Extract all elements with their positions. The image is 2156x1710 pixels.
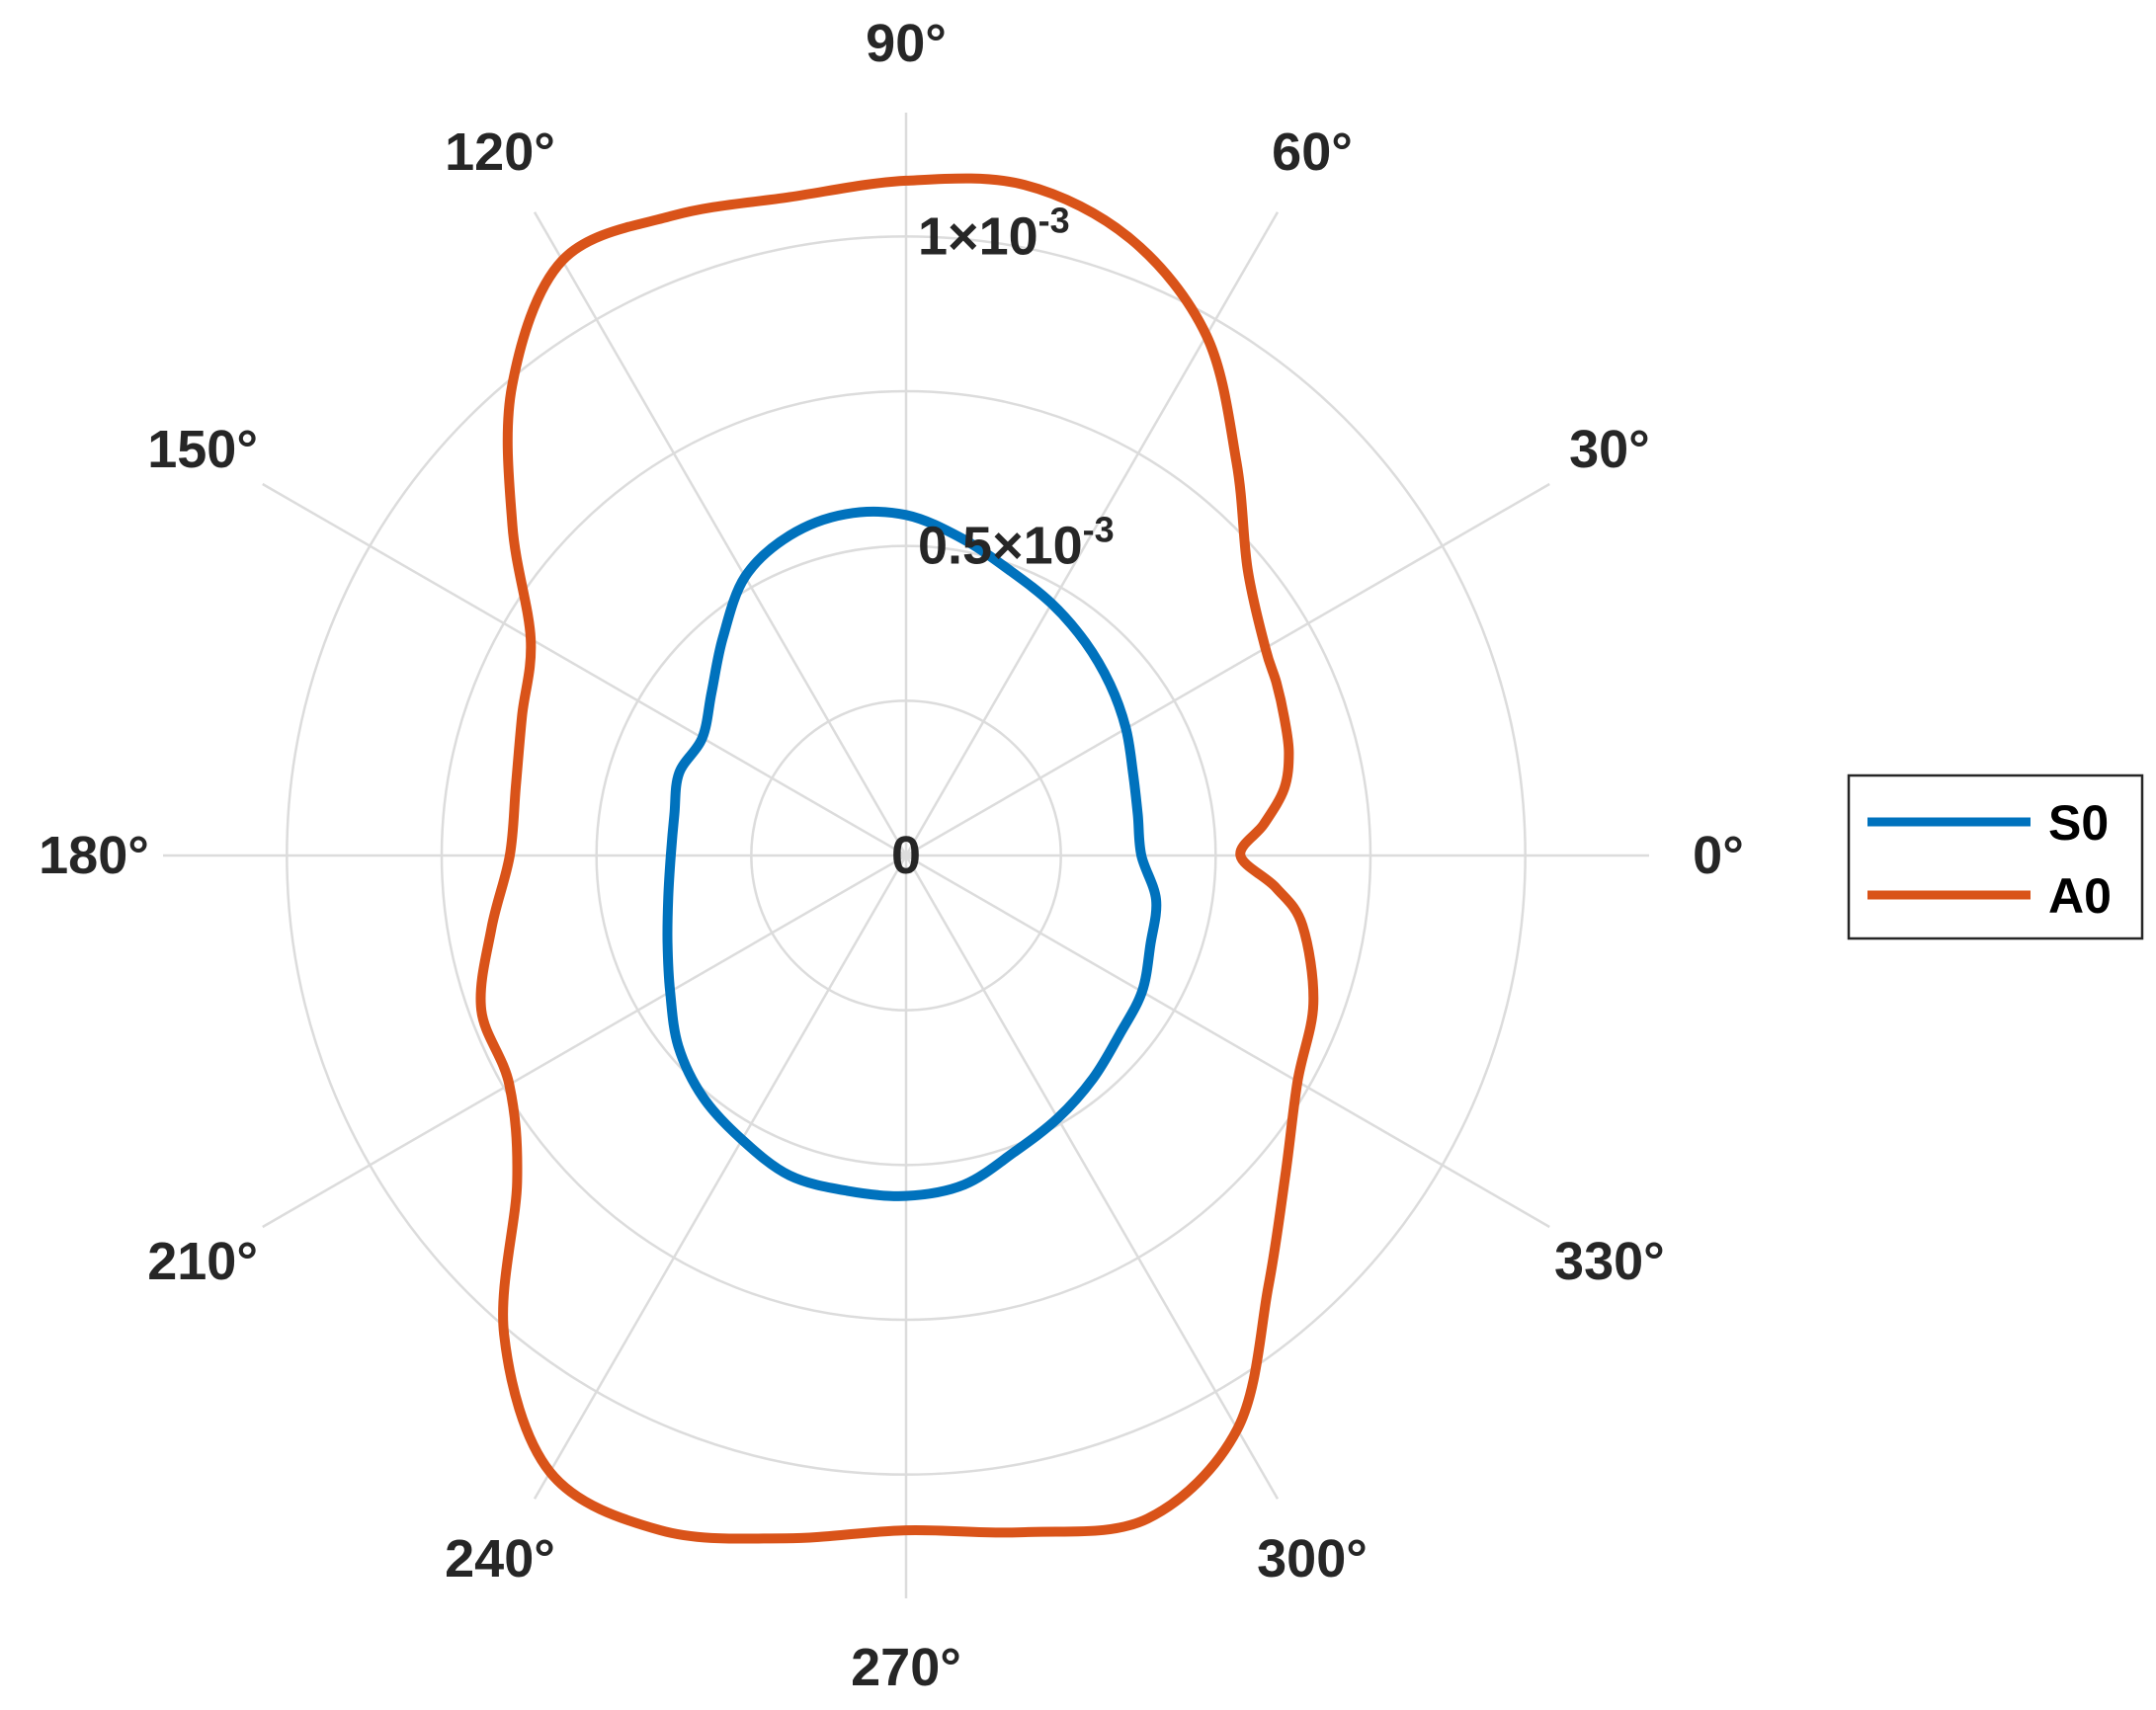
grid-spoke-60 xyxy=(904,211,1280,856)
legend-box xyxy=(1847,774,2144,940)
theta-tick-label-0: 0° xyxy=(1693,826,1744,885)
grid-spoke-300 xyxy=(904,855,1280,1500)
grid-spoke-120 xyxy=(533,211,908,856)
theta-tick-label-210: 210° xyxy=(147,1232,258,1291)
polar-grid xyxy=(163,113,1649,1598)
r-tick-exponent: -3 xyxy=(1083,510,1115,550)
grid-spoke-150 xyxy=(262,482,907,857)
legend-label-a0: A0 xyxy=(2048,868,2112,924)
r-tick-label-2: 1×10-3 xyxy=(918,200,1070,266)
legend-label-s0: S0 xyxy=(2048,795,2109,851)
theta-tick-label-150: 150° xyxy=(147,420,258,479)
theta-tick-label-90: 90° xyxy=(866,14,947,73)
legend: S0 A0 xyxy=(1847,774,2144,940)
tick-labels: 0° 30° 60° 90° 120° 150° 180° 210° 240° 270° 300° 3… xyxy=(39,14,1744,1697)
series-line-a0 xyxy=(475,173,1319,1544)
theta-tick-label-330: 330° xyxy=(1554,1232,1665,1291)
theta-tick-label-60: 60° xyxy=(1272,122,1353,182)
theta-tick-label-30: 30° xyxy=(1569,420,1650,479)
series-line-s0 xyxy=(662,507,1162,1201)
r-tick-exponent: -3 xyxy=(1038,200,1070,240)
grid-spoke-210 xyxy=(262,854,907,1229)
r-tick-label-1: 0.5×10-3 xyxy=(918,510,1115,576)
theta-tick-label-120: 120° xyxy=(445,122,555,182)
grid-spoke-30 xyxy=(905,482,1550,857)
theta-tick-label-300: 300° xyxy=(1257,1529,1368,1588)
grid-spoke-240 xyxy=(533,855,908,1500)
theta-tick-label-270: 270° xyxy=(851,1638,961,1697)
r-tick-label-0: 0 xyxy=(891,826,921,885)
theta-tick-label-180: 180° xyxy=(39,826,149,885)
grid-spoke-330 xyxy=(905,854,1550,1229)
series-lines xyxy=(475,173,1319,1544)
theta-tick-label-240: 240° xyxy=(445,1529,555,1588)
